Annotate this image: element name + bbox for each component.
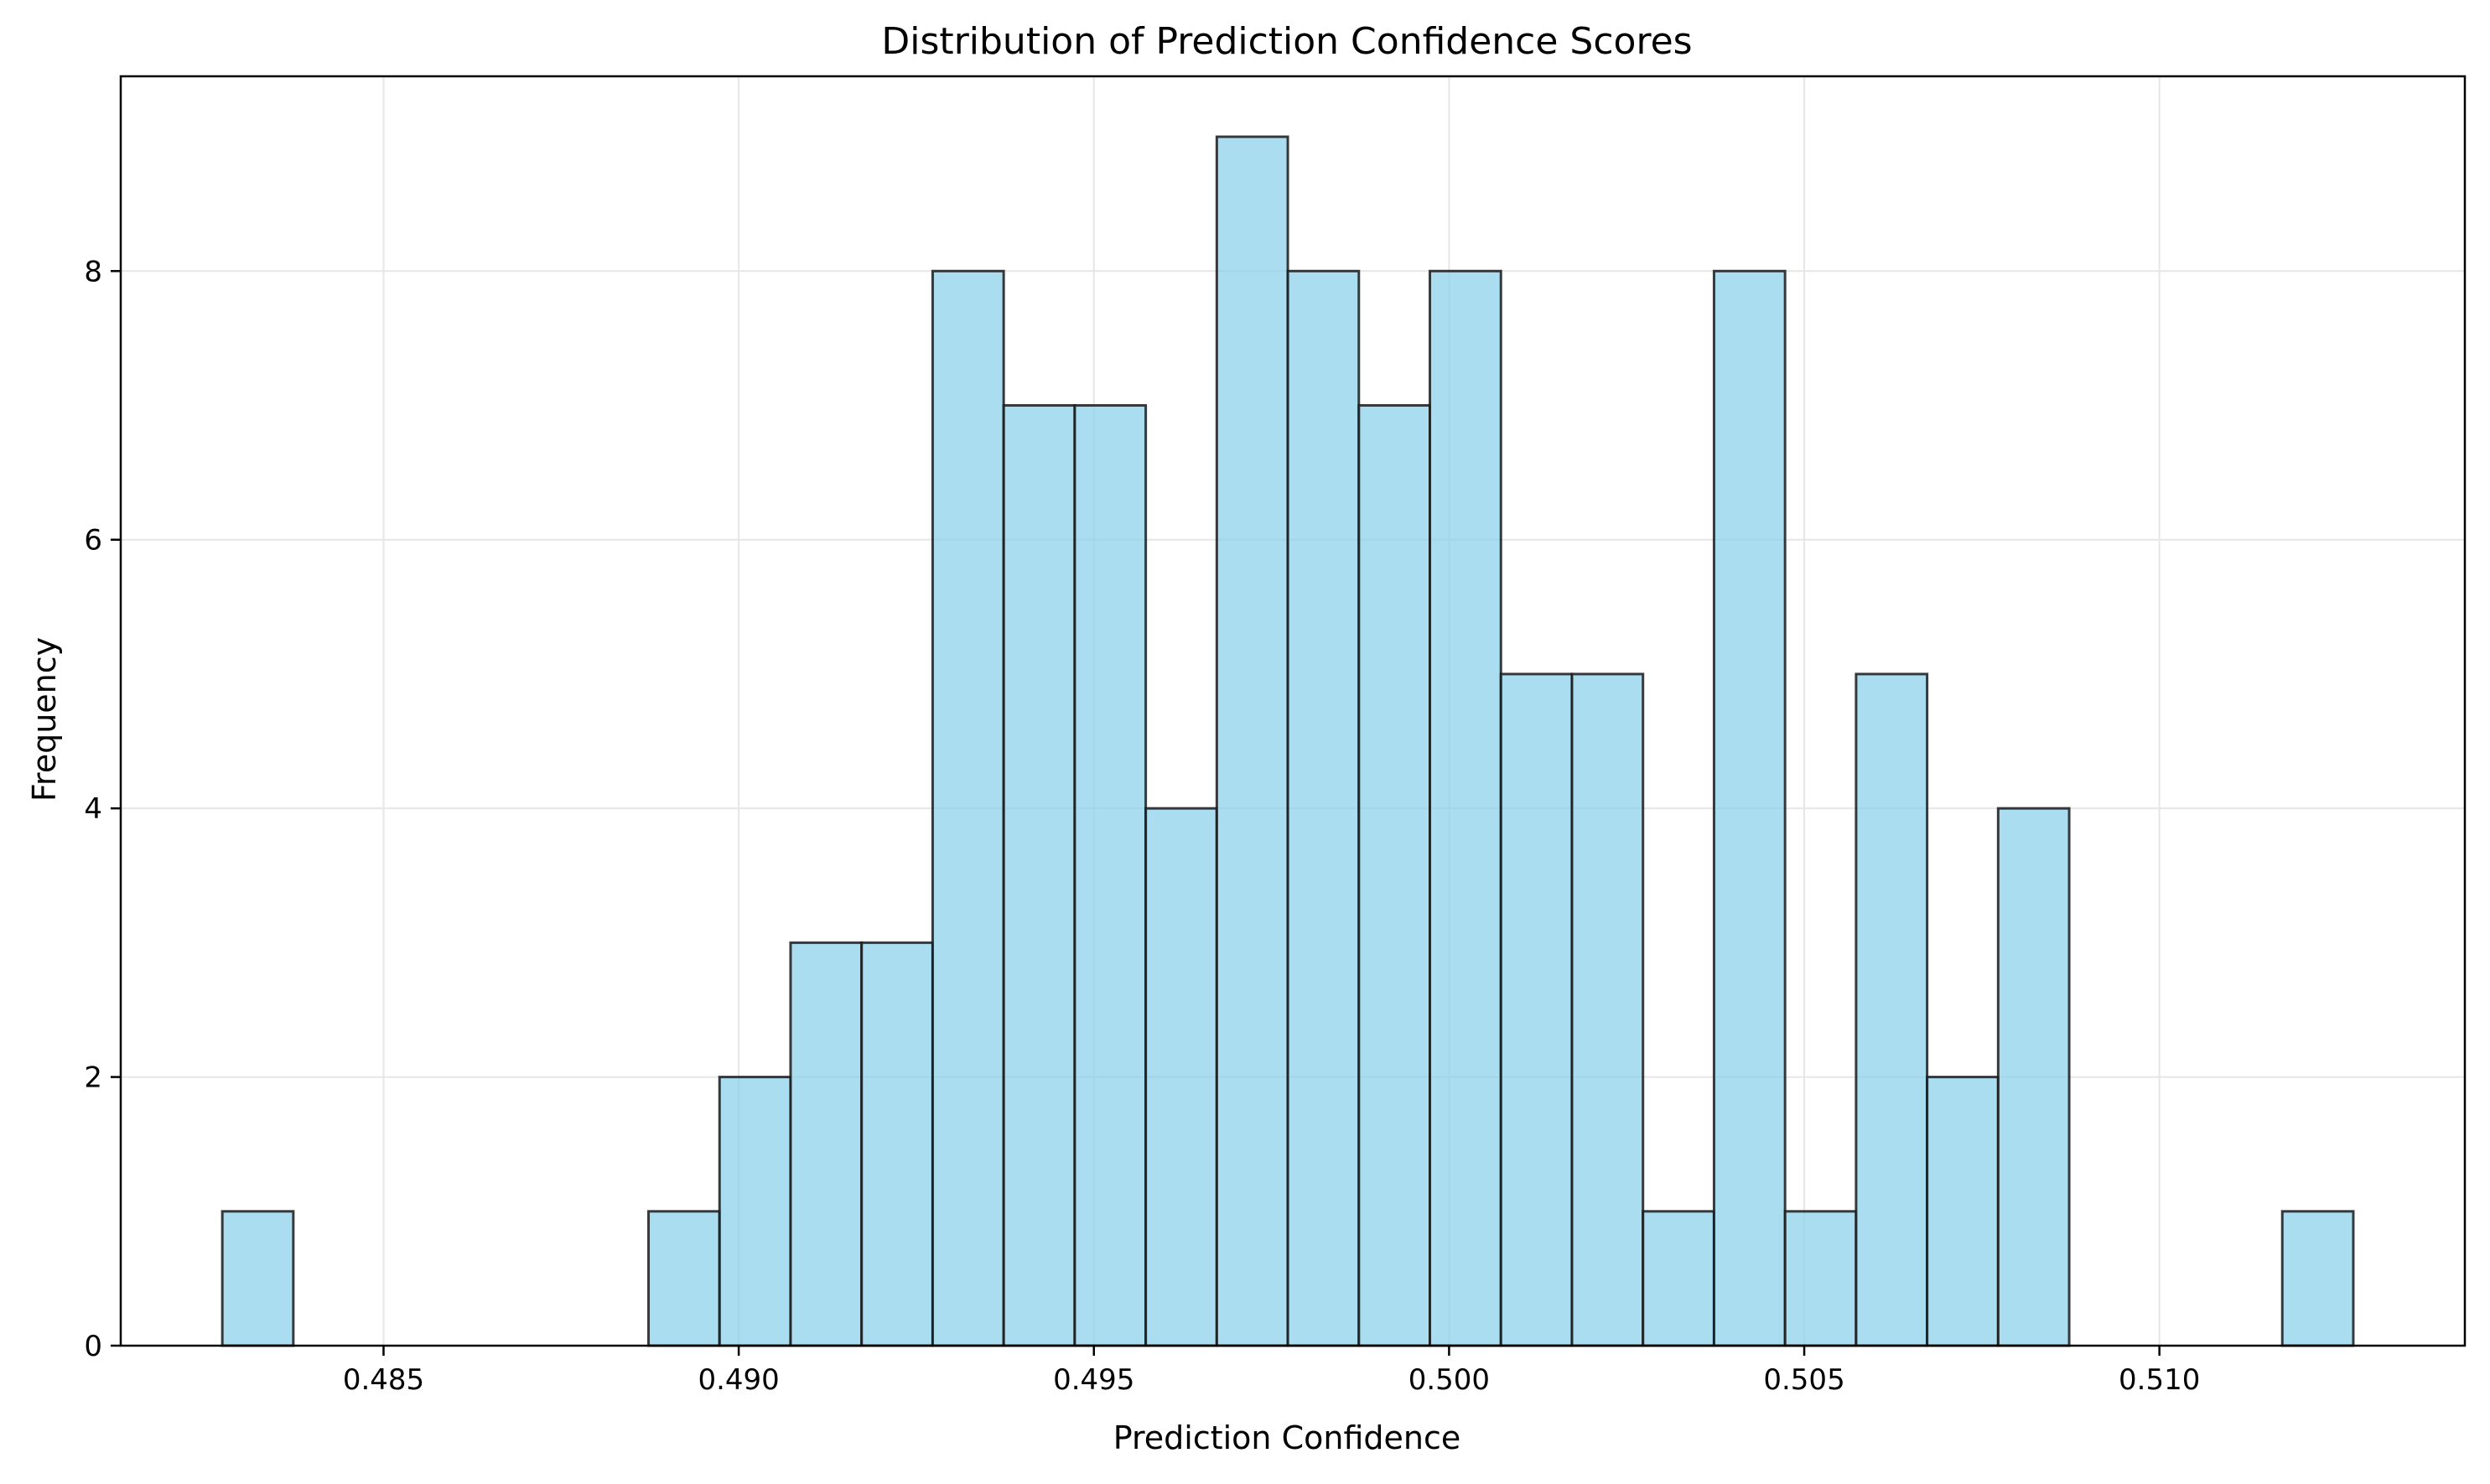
y-tick-label: 8 bbox=[84, 255, 102, 288]
histogram-bar bbox=[789, 941, 864, 1347]
histogram-bar bbox=[1926, 1076, 2000, 1347]
histogram-bar bbox=[718, 1076, 792, 1347]
y-tick-label: 6 bbox=[84, 524, 102, 558]
x-tick-label: 0.485 bbox=[343, 1363, 424, 1397]
histogram-bar bbox=[2280, 1210, 2355, 1347]
x-axis-ticks: 0.485 0.490 0.495 0.500 0.505 0.510 bbox=[343, 1346, 2200, 1397]
chart-title: Distribution of Prediction Confidence Sc… bbox=[881, 20, 1692, 63]
y-tick-label: 0 bbox=[84, 1330, 102, 1363]
histogram-bar bbox=[931, 269, 1005, 1347]
histogram-bar bbox=[1499, 672, 1574, 1347]
histogram-bar bbox=[1215, 135, 1289, 1347]
x-tick-label: 0.505 bbox=[1763, 1363, 1844, 1397]
histogram-bar bbox=[1002, 404, 1076, 1347]
y-axis-ticks: 0 2 4 6 8 bbox=[84, 255, 121, 1363]
axes bbox=[119, 75, 2467, 1347]
x-axis-label: Prediction Confidence bbox=[1113, 1419, 1461, 1456]
x-tick-label: 0.490 bbox=[698, 1363, 779, 1397]
histogram-bar bbox=[1783, 1210, 1858, 1347]
histogram-bar bbox=[1642, 1210, 1715, 1347]
x-tick-label: 0.500 bbox=[1408, 1363, 1490, 1397]
y-tick-label: 2 bbox=[84, 1061, 102, 1095]
histogram-bar bbox=[860, 941, 934, 1347]
histogram-bars bbox=[220, 135, 2355, 1347]
histogram-bar bbox=[1712, 269, 1787, 1347]
histogram-bar bbox=[1073, 404, 1148, 1347]
plot-frame bbox=[119, 75, 2467, 1347]
histogram-bar bbox=[1570, 672, 1645, 1347]
x-tick-label: 0.510 bbox=[2119, 1363, 2200, 1397]
histogram-bar bbox=[1996, 807, 2071, 1347]
histogram-bar bbox=[1429, 269, 1502, 1347]
histogram-bar bbox=[1357, 404, 1432, 1347]
histogram-bar bbox=[647, 1210, 721, 1347]
x-tick-label: 0.495 bbox=[1053, 1363, 1134, 1397]
y-tick-label: 4 bbox=[84, 792, 102, 826]
histogram-bar bbox=[1855, 672, 1929, 1347]
y-axis-label: Frequency bbox=[26, 637, 63, 802]
histogram-bar bbox=[1286, 269, 1361, 1347]
histogram-bar bbox=[1144, 807, 1218, 1347]
histogram-bar bbox=[220, 1210, 295, 1347]
